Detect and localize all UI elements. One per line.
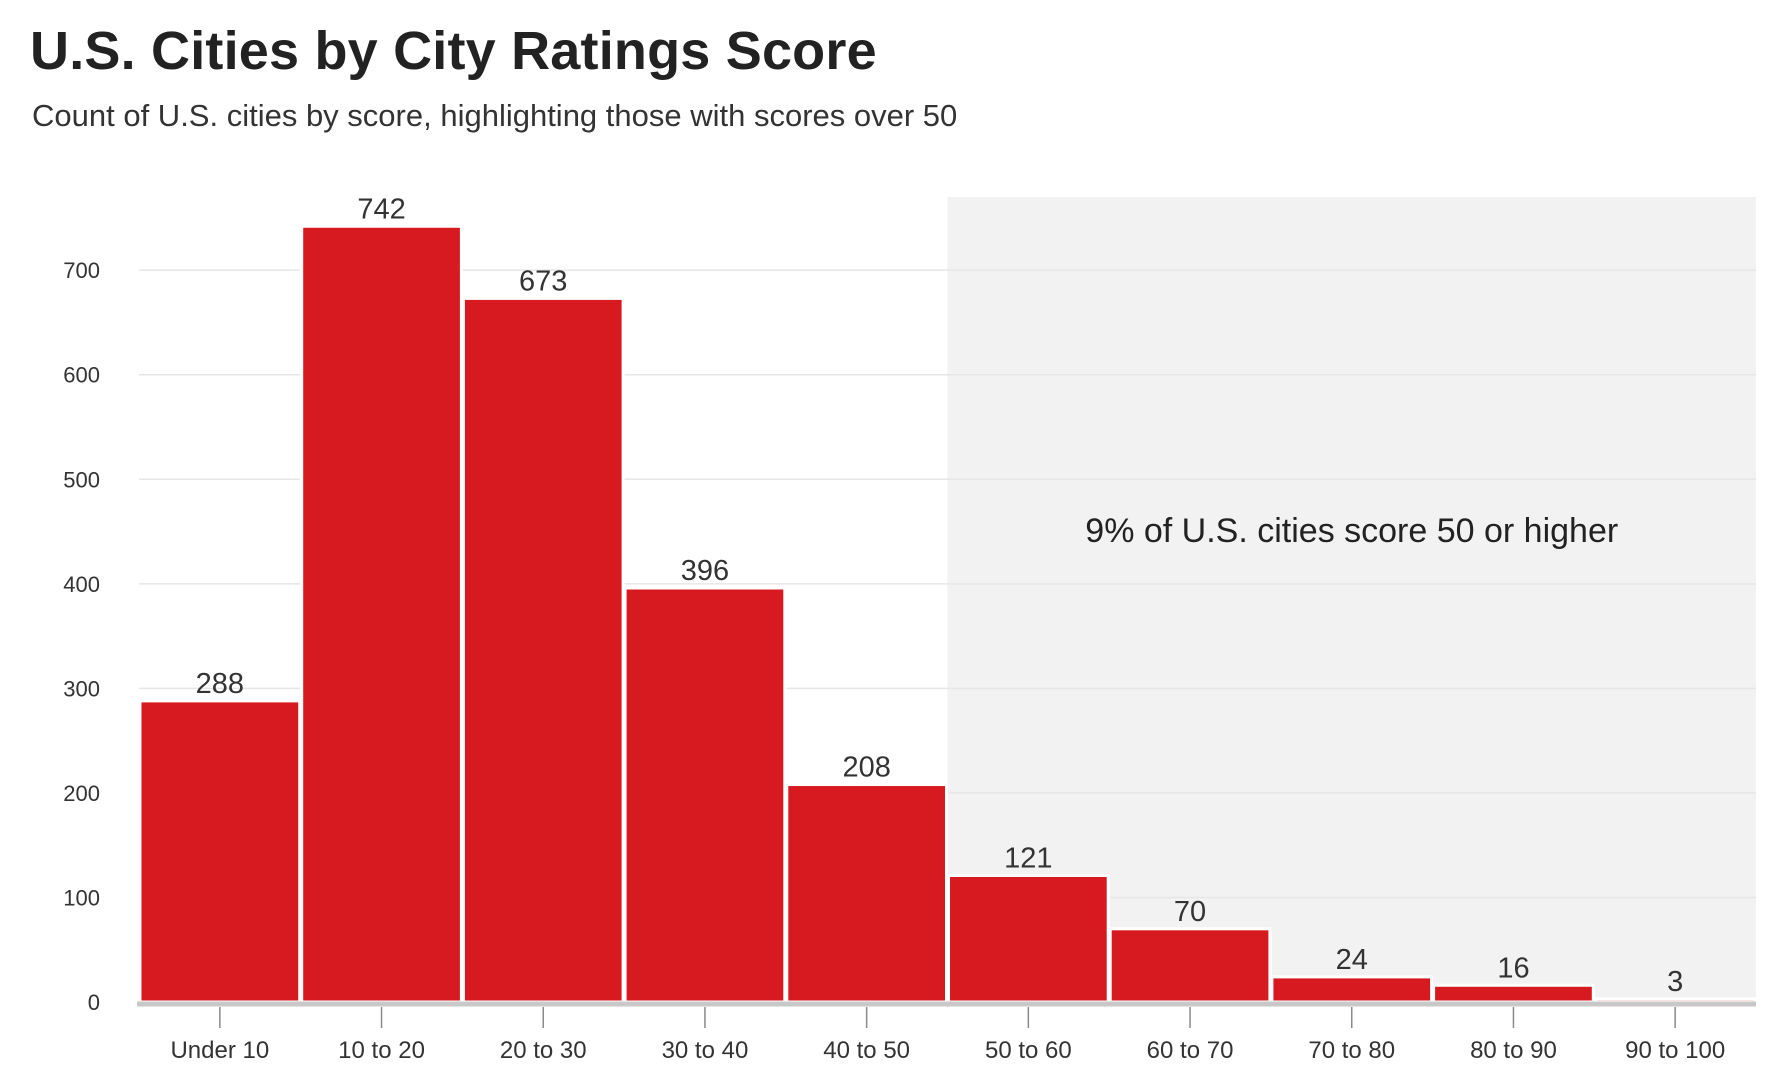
- data-label: 16: [1497, 952, 1529, 984]
- highlight-region-layer: [947, 197, 1756, 1002]
- chart-title: U.S. Cities by City Ratings Score: [30, 21, 877, 81]
- y-tick-label: 100: [63, 885, 100, 910]
- x-tick-label: Under 10: [170, 1037, 269, 1064]
- data-label: 121: [1004, 843, 1052, 875]
- y-tick-label: 700: [63, 258, 100, 283]
- y-tick-label: 200: [63, 781, 100, 806]
- bar-20-to-30: [461, 296, 625, 1004]
- axis-layer: 0 100 200 300 400 500 600 700 Under 10 10 to 20 20…: [63, 258, 1756, 1064]
- data-label: 24: [1336, 944, 1368, 976]
- y-tick-label: 600: [63, 363, 100, 388]
- highlight-annotation: 9% of U.S. cities score 50 or higher: [1085, 512, 1618, 550]
- y-tick-label: 400: [63, 572, 100, 597]
- data-label: 3: [1667, 966, 1683, 998]
- data-label: 70: [1174, 896, 1206, 928]
- x-tick-label: 20 to 30: [500, 1037, 587, 1064]
- bar-50-to-60: [947, 874, 1110, 1004]
- x-tick-label: 10 to 20: [338, 1037, 425, 1064]
- x-tick-label: 50 to 60: [985, 1037, 1072, 1064]
- chart-subtitle: Count of U.S. cities by score, highlight…: [32, 98, 958, 133]
- x-tick-label: 90 to 100: [1625, 1037, 1725, 1064]
- bar-10-to-20: [300, 224, 463, 1004]
- bar-80-to-90: [1432, 983, 1595, 1004]
- x-tick-label: 80 to 90: [1470, 1037, 1557, 1064]
- x-tick-label: 70 to 80: [1308, 1037, 1395, 1064]
- labels-layer: 288 742 673 396 208 121 70 24 16 3 9% of U.S. citi…: [196, 193, 1684, 998]
- bar-under-10: [138, 699, 302, 1004]
- bar-30-to-40: [623, 586, 787, 1004]
- data-label: 396: [681, 555, 729, 587]
- y-tick-label: 500: [63, 467, 100, 492]
- bar-60-to-70: [1108, 927, 1272, 1004]
- x-tick-label: 40 to 50: [823, 1037, 910, 1064]
- x-tick-label: 60 to 70: [1147, 1037, 1234, 1064]
- bar-40-to-50: [785, 783, 948, 1004]
- data-label: 208: [842, 752, 890, 784]
- bars-layer: [138, 224, 1757, 1004]
- bar-70-to-80: [1270, 975, 1434, 1004]
- data-label: 742: [357, 193, 405, 225]
- highlight-region: [947, 197, 1756, 1002]
- y-tick-label: 0: [88, 990, 100, 1015]
- y-tick-label: 300: [63, 676, 100, 701]
- data-label: 673: [519, 265, 567, 297]
- x-tick-label: 30 to 40: [662, 1037, 749, 1064]
- data-label: 288: [196, 668, 244, 700]
